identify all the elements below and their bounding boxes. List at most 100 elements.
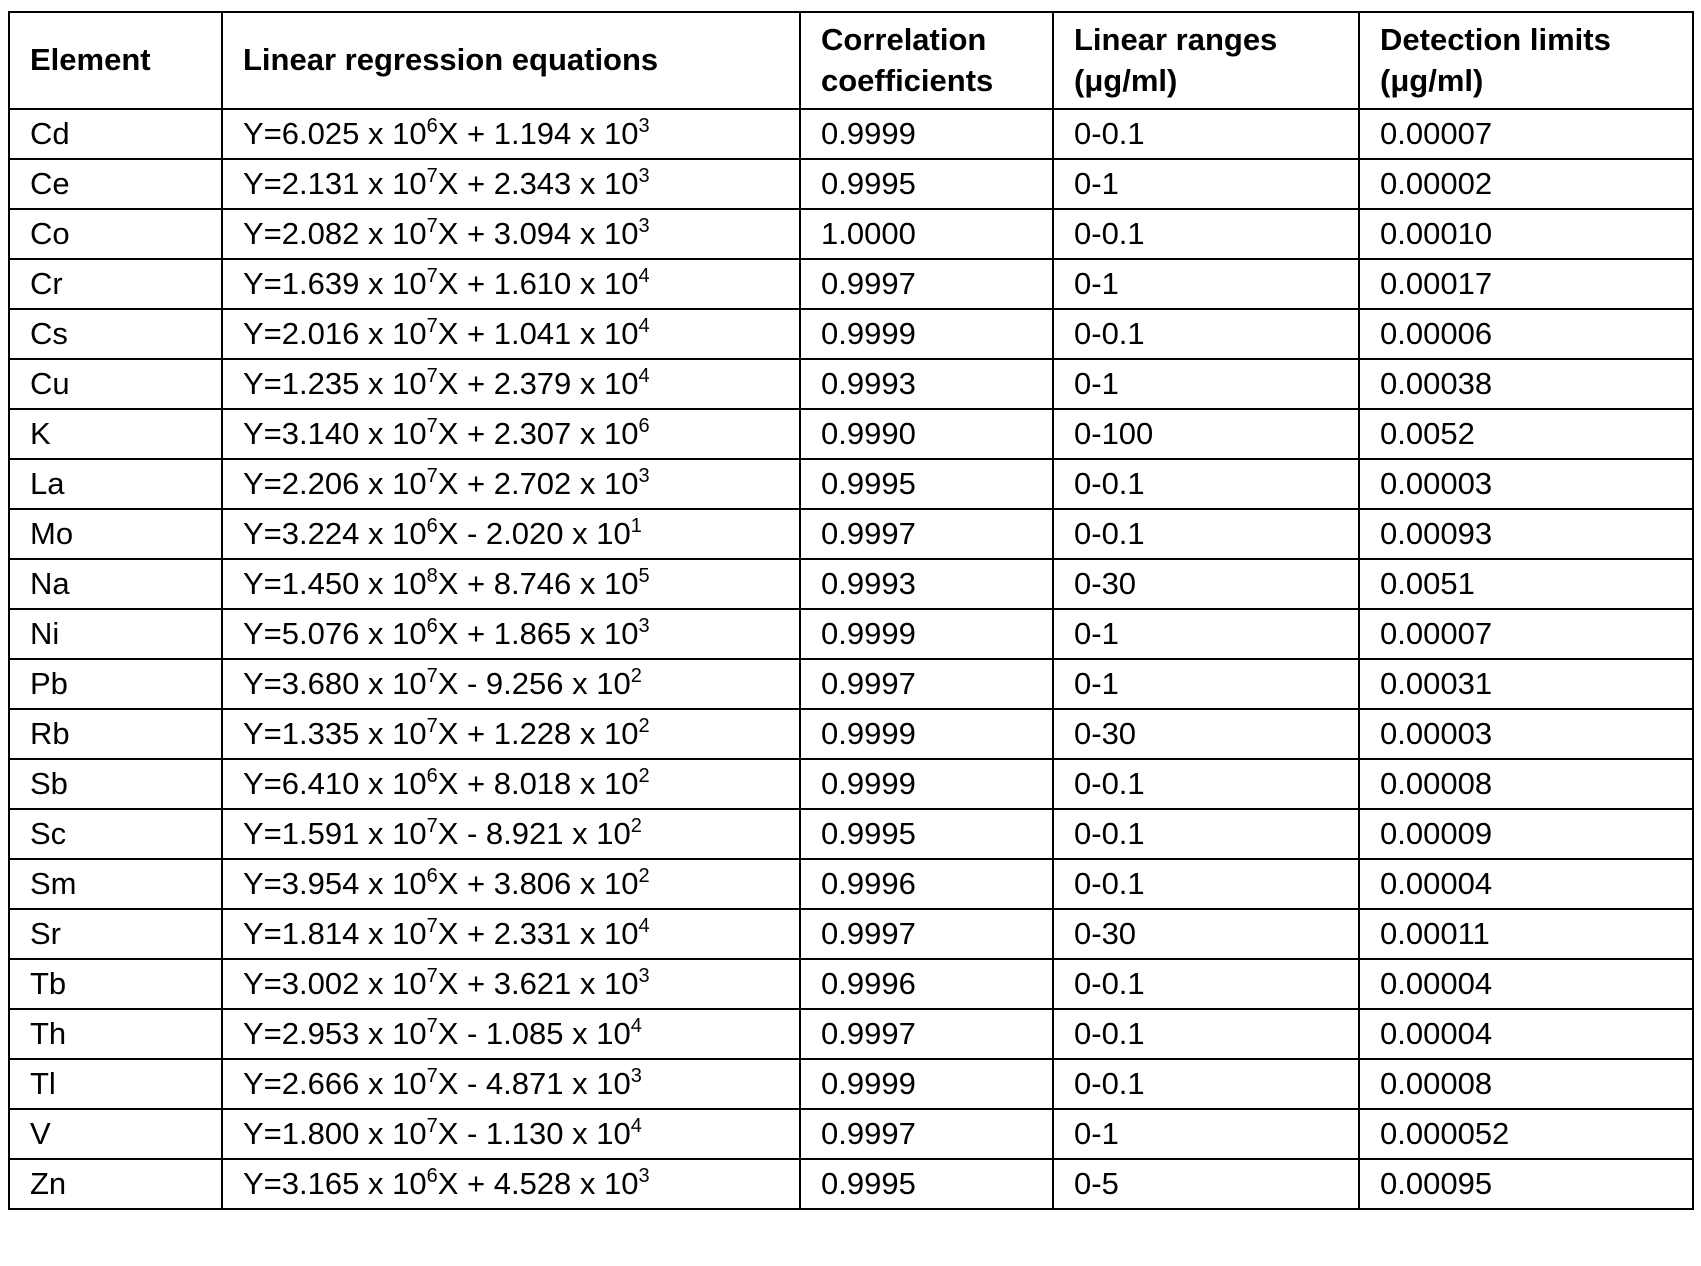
table-cell: 0.9996 (799, 958, 1054, 1010)
equation-text: Y=2.016 x 10 (243, 315, 427, 351)
table-cell: Th (8, 1008, 223, 1060)
table-cell: Cd (8, 108, 223, 160)
table-cell: 0.00003 (1358, 458, 1694, 510)
equation-cell: Y=3.680 x 107X - 9.256 x 102 (221, 658, 801, 710)
table-cell: 0-0.1 (1052, 1008, 1360, 1060)
exponent: 3 (638, 214, 650, 237)
equation-text: Y=3.165 x 10 (243, 1165, 427, 1201)
table-cell: La (8, 458, 223, 510)
table-cell: 0-1 (1052, 608, 1360, 660)
table-cell: 0.00006 (1358, 308, 1694, 360)
table-cell: 0.9995 (799, 1158, 1054, 1210)
table-cell: 1.0000 (799, 208, 1054, 260)
equation-cell: Y=6.410 x 106X + 8.018 x 102 (221, 758, 801, 810)
exponent: 4 (638, 264, 650, 287)
table-cell: 0.00003 (1358, 708, 1694, 760)
equation-cell: Y=2.206 x 107X + 2.702 x 103 (221, 458, 801, 510)
table-cell: 0.9993 (799, 558, 1054, 610)
equation-text: Y=2.082 x 10 (243, 215, 427, 251)
equation-text: X - 9.256 x 10 (437, 665, 631, 701)
equation-text: X + 8.746 x 10 (437, 565, 639, 601)
table-cell: 0-0.1 (1052, 308, 1360, 360)
equation-text: Y=2.206 x 10 (243, 465, 427, 501)
table-cell: Tl (8, 1058, 223, 1110)
exponent: 3 (638, 464, 650, 487)
exponent: 4 (630, 1114, 642, 1137)
equation-text: X + 3.621 x 10 (437, 965, 639, 1001)
table-cell: 0.00004 (1358, 858, 1694, 910)
equation-cell: Y=2.131 x 107X + 2.343 x 103 (221, 158, 801, 210)
exponent: 7 (426, 964, 438, 987)
table-row: Cd Y=6.025 x 106X + 1.194 x 103 0.9999 0-0.… (8, 108, 1694, 160)
exponent: 6 (426, 614, 438, 637)
equation-text: X + 1.228 x 10 (437, 715, 639, 751)
equation-cell: Y=1.814 x 107X + 2.331 x 104 (221, 908, 801, 960)
equation-text: Y=1.591 x 10 (243, 815, 427, 851)
header-cell: Linear regression equations (221, 11, 801, 110)
table-row: Tb Y=3.002 x 107X + 3.621 x 103 0.9996 0-0.… (8, 958, 1694, 1010)
exponent: 3 (638, 614, 650, 637)
table-cell: 0-1 (1052, 1108, 1360, 1160)
equation-text: X + 1.610 x 10 (437, 265, 639, 301)
table-row: Na Y=1.450 x 108X + 8.746 x 105 0.9993 0-30… (8, 558, 1694, 610)
exponent: 6 (426, 514, 438, 537)
table-cell: 0.00031 (1358, 658, 1694, 710)
equation-cell: Y=3.224 x 106X - 2.020 x 101 (221, 508, 801, 560)
data-table: Element Linear regression equations Correl… (8, 11, 1694, 1210)
table-cell: Cs (8, 308, 223, 360)
exponent: 4 (638, 364, 650, 387)
equation-cell: Y=2.953 x 107X - 1.085 x 104 (221, 1008, 801, 1060)
table-cell: 0-5 (1052, 1158, 1360, 1210)
table-cell: 0.9999 (799, 608, 1054, 660)
table-cell: 0.9995 (799, 458, 1054, 510)
table-cell: 0.9999 (799, 758, 1054, 810)
table-cell: Ce (8, 158, 223, 210)
table-cell: 0.9995 (799, 808, 1054, 860)
equation-text: X + 1.041 x 10 (437, 315, 639, 351)
equation-cell: Y=6.025 x 106X + 1.194 x 103 (221, 108, 801, 160)
table-cell: 0.9999 (799, 1058, 1054, 1110)
table-row: Cr Y=1.639 x 107X + 1.610 x 104 0.9997 0-1 0… (8, 258, 1694, 310)
table-cell: 0.00038 (1358, 358, 1694, 410)
exponent: 7 (426, 1114, 438, 1137)
header-cell: Detection limits (μg/ml) (1358, 11, 1694, 110)
table-cell: 0.00095 (1358, 1158, 1694, 1210)
table-cell: 0.00010 (1358, 208, 1694, 260)
exponent: 4 (638, 914, 650, 937)
equation-text: Y=3.002 x 10 (243, 965, 427, 1001)
table-cell: Tb (8, 958, 223, 1010)
table-cell: 0-1 (1052, 158, 1360, 210)
table-cell: 0.9999 (799, 708, 1054, 760)
equation-text: X + 8.018 x 10 (437, 765, 639, 801)
table-cell: 0.9990 (799, 408, 1054, 460)
table-cell: 0.9997 (799, 508, 1054, 560)
table-row: Cu Y=1.235 x 107X + 2.379 x 104 0.9993 0-1 0… (8, 358, 1694, 410)
equation-text: Y=3.680 x 10 (243, 665, 427, 701)
table-row: Rb Y=1.335 x 107X + 1.228 x 102 0.9999 0-30… (8, 708, 1694, 760)
equation-text: Y=1.235 x 10 (243, 365, 427, 401)
equation-text: X + 1.194 x 10 (437, 115, 639, 151)
equation-cell: Y=3.165 x 106X + 4.528 x 103 (221, 1158, 801, 1210)
exponent: 3 (630, 1064, 642, 1087)
exponent: 3 (638, 1164, 650, 1187)
equation-text: X - 1.130 x 10 (437, 1115, 631, 1151)
table-cell: 0.00008 (1358, 1058, 1694, 1110)
header-cell: Linear ranges (μg/ml) (1052, 11, 1360, 110)
exponent: 3 (638, 164, 650, 187)
exponent: 7 (426, 464, 438, 487)
equation-text: Y=3.224 x 10 (243, 515, 427, 551)
table-cell: 0.9997 (799, 658, 1054, 710)
equation-cell: Y=2.016 x 107X + 1.041 x 104 (221, 308, 801, 360)
equation-text: X + 2.307 x 10 (437, 415, 639, 451)
table-cell: Cu (8, 358, 223, 410)
equation-text: X + 3.094 x 10 (437, 215, 639, 251)
table-cell: 0.00009 (1358, 808, 1694, 860)
table-cell: 0-100 (1052, 408, 1360, 460)
table-cell: 0.00002 (1358, 158, 1694, 210)
equation-cell: Y=1.450 x 108X + 8.746 x 105 (221, 558, 801, 610)
table-row: K Y=3.140 x 107X + 2.307 x 106 0.9990 0-100… (8, 408, 1694, 460)
table-row: Sr Y=1.814 x 107X + 2.331 x 104 0.9997 0-30… (8, 908, 1694, 960)
exponent: 6 (426, 1164, 438, 1187)
exponent: 7 (426, 264, 438, 287)
